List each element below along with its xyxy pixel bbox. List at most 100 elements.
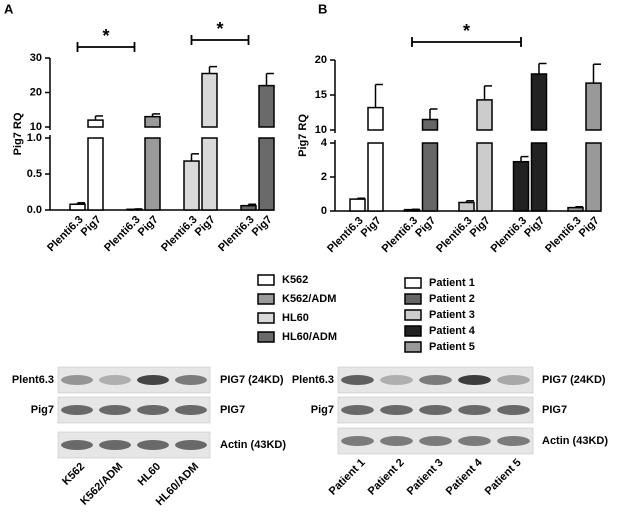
legend-swatch (257, 331, 275, 343)
blot-band (99, 375, 131, 385)
x-tick-label: Pig7 (413, 215, 438, 240)
blot-band (341, 405, 374, 415)
legend-label: Patient 5 (429, 341, 475, 353)
lane-label: Patient 3 (405, 457, 446, 498)
x-tick-label: Plenti6.3 (543, 215, 583, 255)
blot-band (137, 405, 169, 415)
band-label: PIG7 (220, 404, 245, 416)
blot-band (458, 375, 491, 385)
bar (567, 206, 584, 212)
legend-swatch (257, 293, 275, 305)
y-tick-label: 15 (315, 89, 327, 101)
bar (201, 137, 218, 211)
bar (201, 72, 218, 128)
bar (367, 142, 384, 212)
y-tick-label: 10 (315, 124, 327, 136)
blot-band (497, 375, 530, 385)
blot-band (99, 440, 131, 450)
row-label: Pig7 (311, 404, 334, 416)
x-tick-label: Pig7 (79, 214, 104, 239)
bar (69, 203, 86, 211)
legend-swatch (257, 312, 275, 324)
x-tick-label: Pig7 (468, 215, 493, 240)
lane-label: Patient 4 (444, 456, 486, 498)
significance: * (102, 26, 109, 46)
bar (530, 73, 548, 131)
bar (183, 160, 200, 211)
blot-band (380, 405, 413, 415)
blot-band (61, 375, 93, 385)
legend-label: HL60 (282, 312, 309, 324)
x-tick-label: Plenti6.3 (45, 214, 85, 254)
lane-label: Patient 1 (327, 457, 368, 498)
band-label: PIG7 (24KD) (542, 374, 606, 386)
band-label: PIG7 (542, 404, 567, 416)
legend-swatch (404, 325, 422, 337)
row-label: Plent6.3 (292, 374, 334, 386)
x-tick-label: Pig7 (577, 215, 602, 240)
legend-label: HL60/ADM (282, 331, 337, 343)
y-tick-label: 2 (321, 171, 327, 183)
blot-band (137, 440, 169, 450)
y-tick-label: 4 (321, 137, 328, 149)
y-tick-label: 10 (30, 121, 42, 133)
blot-band (380, 436, 413, 446)
bar (240, 204, 257, 211)
blot-band (497, 405, 530, 415)
legend-swatch (404, 309, 422, 321)
legend-label: K562/ADM (282, 293, 336, 305)
blot-band (137, 375, 169, 385)
bar (421, 142, 439, 212)
blot-band (175, 405, 207, 415)
lane-label: K562 (60, 461, 87, 488)
legend-label: Patient 1 (429, 277, 475, 289)
y-tick-label: 0 (321, 205, 327, 217)
y-tick-label: 20 (30, 86, 42, 98)
y-tick-label: 0.5 (27, 168, 42, 180)
legend-swatch (404, 293, 422, 305)
legend-swatch (404, 277, 422, 289)
bar (144, 115, 161, 128)
x-tick-label: Pig7 (522, 215, 547, 240)
bar (87, 119, 104, 128)
panel-label: B (318, 1, 327, 16)
bar (144, 137, 161, 211)
significance: * (216, 19, 223, 39)
legend-label: Patient 4 (429, 325, 476, 337)
x-tick-label: Pig7 (250, 214, 275, 239)
lane-label: Patient 5 (483, 457, 524, 498)
y-axis-label: Pig7 RQ (297, 114, 309, 157)
bar (458, 201, 475, 212)
blot-band (175, 375, 207, 385)
x-tick-label: Pig7 (136, 214, 161, 239)
blot-band (419, 405, 452, 415)
lane-label: HL60 (136, 461, 164, 489)
bar (476, 142, 493, 212)
row-label: Pig7 (31, 404, 54, 416)
bar (530, 142, 548, 212)
x-tick-label: Pig7 (359, 215, 384, 240)
x-tick-label: Plenti6.3 (489, 215, 529, 255)
x-tick-label: Plenti6.3 (325, 215, 365, 255)
y-tick-label: 0.0 (27, 204, 42, 216)
blot-band (341, 375, 374, 385)
bar (87, 137, 104, 211)
row-label: Plent6.3 (12, 374, 54, 386)
blot-band (458, 405, 491, 415)
blot-band (99, 405, 131, 415)
bar (585, 142, 602, 212)
x-tick-label: Plenti6.3 (216, 214, 256, 254)
bar (258, 84, 275, 128)
bar (585, 82, 602, 131)
band-label: Actin (43KD) (220, 439, 286, 451)
y-tick-label: 30 (30, 52, 42, 64)
bar (476, 99, 493, 131)
x-tick-label: Pig7 (193, 214, 218, 239)
blot-band (497, 436, 530, 446)
bar (349, 198, 366, 212)
blot-band (61, 440, 93, 450)
band-label: Actin (43KD) (542, 435, 608, 447)
legend-label: Patient 3 (429, 309, 475, 321)
y-tick-label: 1.0 (27, 132, 42, 144)
